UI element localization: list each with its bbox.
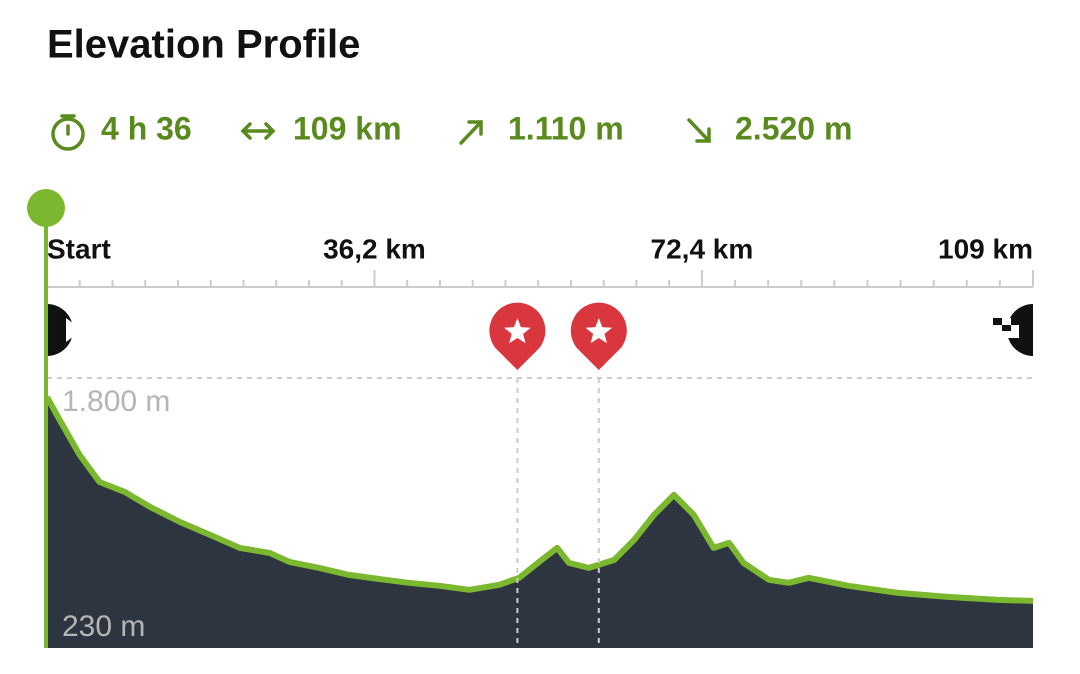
x-tick-label: 109 km (938, 233, 1033, 264)
y-tick-label: 230 m (62, 610, 145, 643)
stat-ascent: 1.110 m (508, 110, 624, 146)
stat-distance: 109 km (293, 110, 402, 146)
start-icon (47, 304, 82, 372)
area (47, 397, 1033, 648)
x-tick-label: 72,4 km (651, 233, 754, 264)
stat-icons (51, 114, 711, 151)
line (44, 395, 1034, 604)
plot: 230 m 1.800 m Start 36,2 km 72,4 km 109 km (44, 233, 1034, 648)
cursor-handle[interactable] (27, 189, 65, 227)
x-tick-label: Start (47, 233, 111, 264)
title: Elevation Profile (47, 23, 360, 67)
stat-duration: 4 h 36 (101, 110, 192, 146)
poi-star (504, 318, 531, 344)
poi-star (585, 318, 613, 344)
y-tick-label: 1.800 m (62, 385, 170, 418)
x-tick-label: 36,2 km (323, 233, 426, 264)
stat-descent: 2.520 m (735, 110, 852, 146)
finish-icon (993, 304, 1033, 372)
